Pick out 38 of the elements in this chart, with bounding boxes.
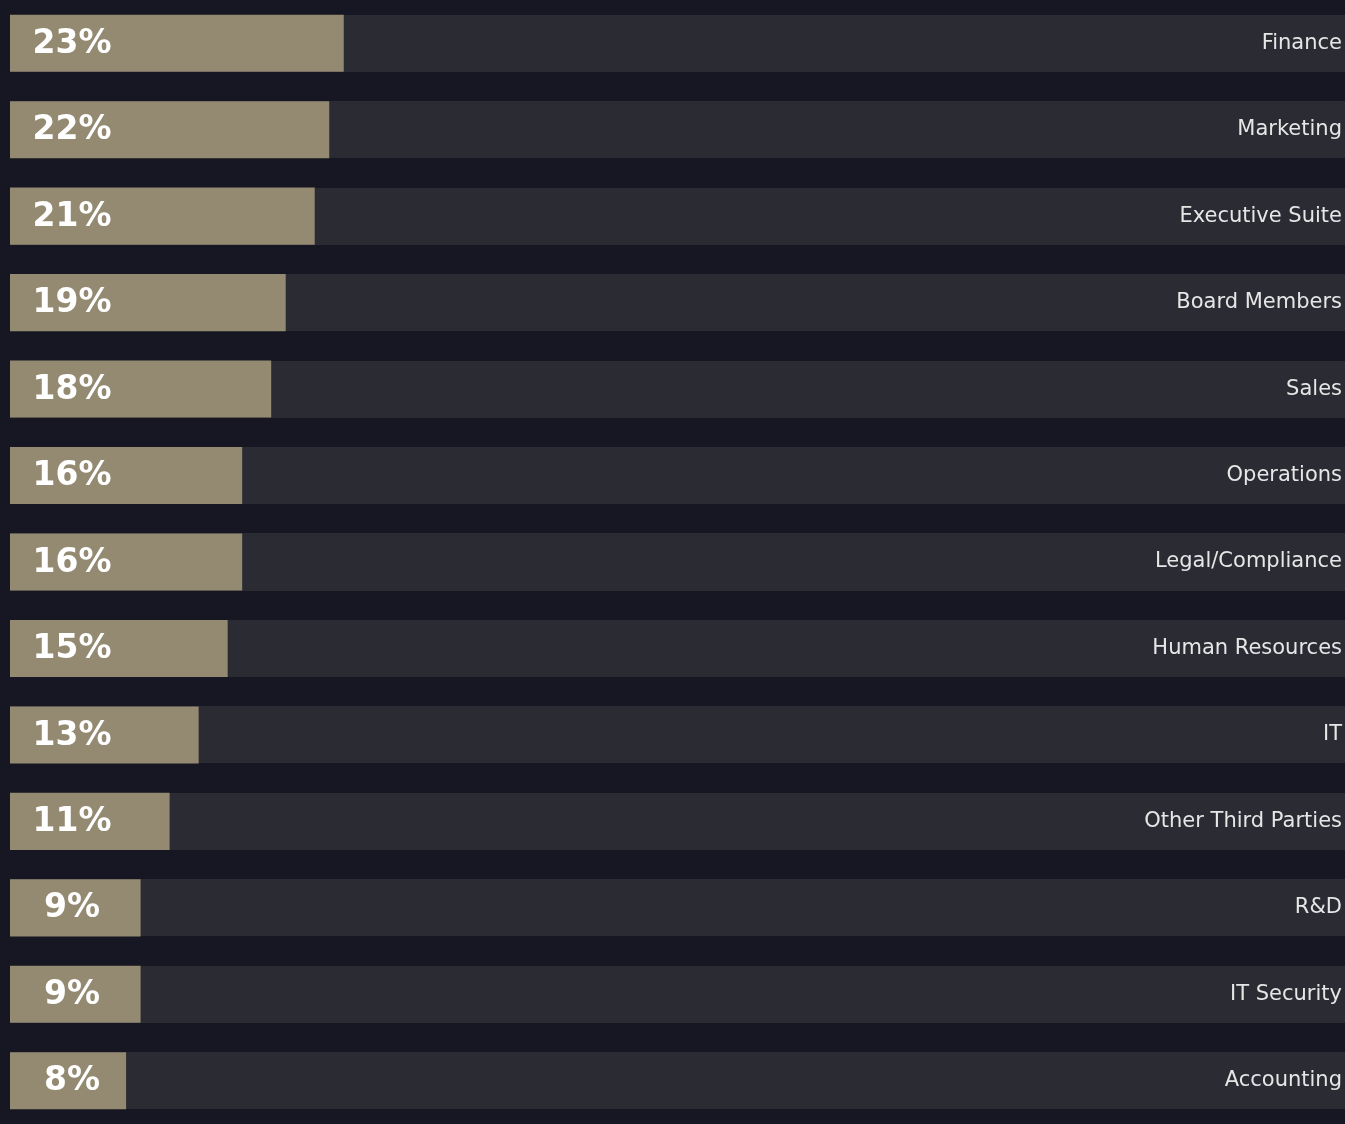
bar	[10, 360, 272, 418]
data-label: 19%	[32, 281, 112, 321]
bar	[10, 965, 141, 1023]
y-tick-label: Other Third Parties	[1144, 807, 1342, 832]
bar	[10, 619, 228, 677]
data-label: 16%	[32, 540, 112, 580]
bar	[10, 187, 315, 245]
data-label: 16%	[32, 454, 112, 494]
y-tick-label: Executive Suite	[1179, 202, 1342, 227]
bar	[10, 101, 330, 159]
bar	[10, 447, 243, 505]
y-tick-label: Human Resources	[1152, 634, 1342, 659]
y-tick-label: IT	[1322, 721, 1343, 746]
data-label: 21%	[32, 194, 112, 234]
bar	[10, 706, 199, 764]
data-label: 23%	[32, 21, 112, 61]
data-label: 9%	[43, 972, 101, 1012]
data-label: 11%	[32, 799, 112, 839]
y-tick-label: Operations	[1226, 461, 1342, 486]
bar	[10, 14, 344, 72]
data-label: 8%	[43, 1059, 101, 1099]
bar	[10, 274, 286, 332]
y-tick-label: Board Members	[1176, 289, 1342, 314]
data-label: 13%	[32, 713, 112, 753]
data-label: 18%	[32, 367, 112, 407]
data-label: 9%	[43, 886, 101, 926]
y-tick-label: IT Security	[1230, 980, 1342, 1005]
data-label: 15%	[32, 627, 112, 667]
bar	[10, 879, 141, 937]
bar	[10, 792, 170, 850]
y-tick-label: Legal/Compliance	[1155, 548, 1342, 573]
y-tick-label: Accounting	[1224, 1067, 1342, 1092]
y-tick-label: Sales	[1286, 375, 1342, 400]
y-tick-label: Marketing	[1237, 116, 1342, 141]
y-tick-label: R&D	[1294, 894, 1342, 919]
bar	[10, 533, 243, 591]
data-label: 22%	[32, 108, 112, 148]
y-tick-label: Finance	[1261, 29, 1342, 54]
